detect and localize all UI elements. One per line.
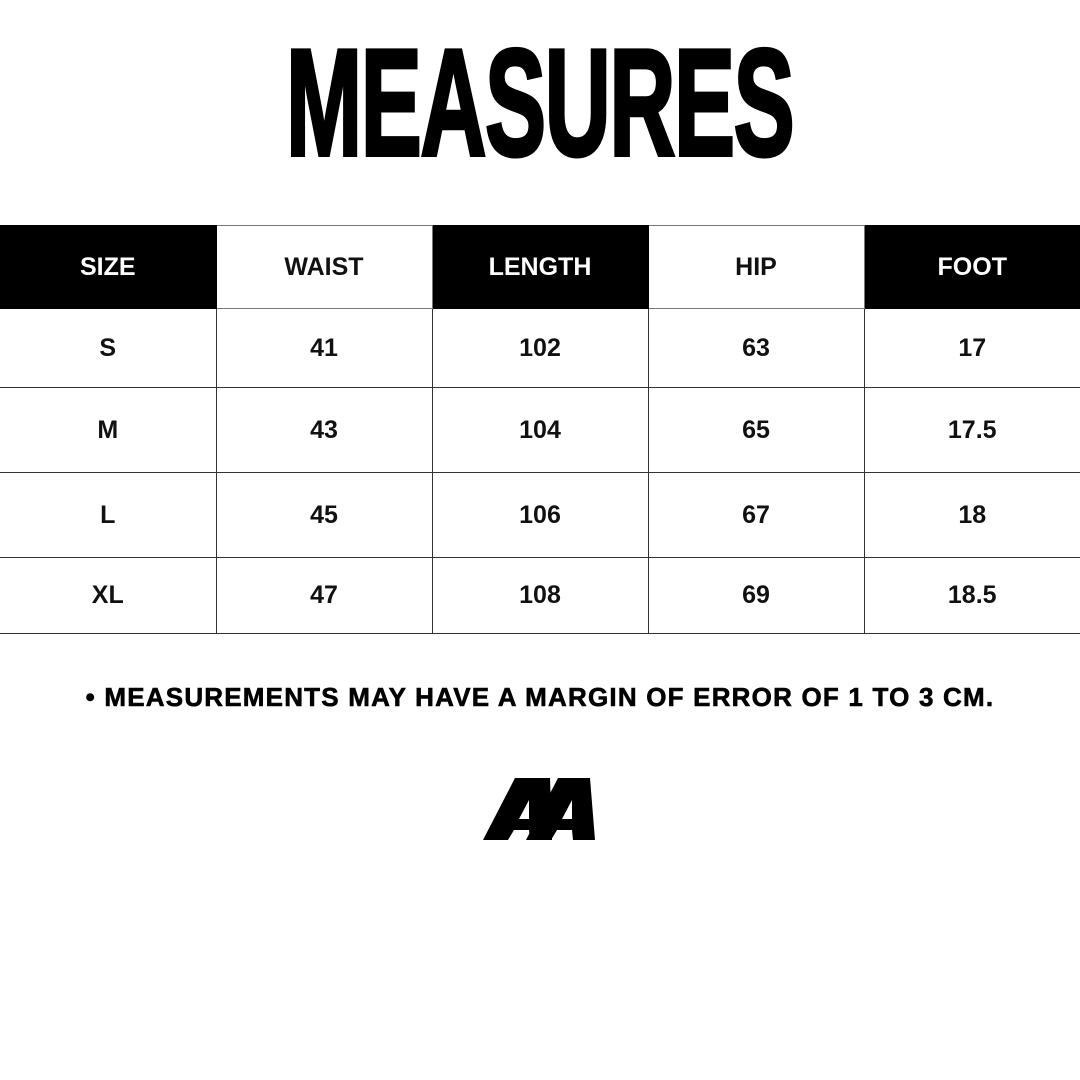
table-row: XL 47 108 69 18.5 xyxy=(0,557,1080,634)
cell-waist: 45 xyxy=(215,472,433,558)
cell-hip: 63 xyxy=(647,308,865,388)
measurement-note: • MEASUREMENTS MAY HAVE A MARGIN OF ERRO… xyxy=(85,682,995,713)
table-row: S 41 102 63 17 xyxy=(0,308,1080,388)
cell-waist: 43 xyxy=(215,387,433,473)
table-row: L 45 106 67 18 xyxy=(0,472,1080,558)
cell-size: S xyxy=(0,308,217,388)
cell-length: 108 xyxy=(431,557,649,634)
cell-waist: 41 xyxy=(215,308,433,388)
cell-foot: 18 xyxy=(863,472,1080,558)
cell-hip: 69 xyxy=(647,557,865,634)
size-chart-table: SIZE WAIST LENGTH HIP FOOT S 41 102 63 1… xyxy=(0,225,1080,634)
cell-size: XL xyxy=(0,557,217,634)
header-hip: HIP xyxy=(647,225,865,309)
cell-length: 106 xyxy=(431,472,649,558)
page-title: MEASURES xyxy=(0,18,1080,188)
header-waist: WAIST xyxy=(215,225,433,309)
table-row: M 43 104 65 17.5 xyxy=(0,387,1080,473)
cell-foot: 18.5 xyxy=(863,557,1080,634)
cell-waist: 47 xyxy=(215,557,433,634)
cell-length: 102 xyxy=(431,308,649,388)
cell-length: 104 xyxy=(431,387,649,473)
header-length: LENGTH xyxy=(431,225,649,309)
cell-hip: 67 xyxy=(647,472,865,558)
aa-logo-icon xyxy=(483,778,595,840)
cell-hip: 65 xyxy=(647,387,865,473)
header-foot: FOOT xyxy=(863,225,1080,309)
cell-foot: 17.5 xyxy=(863,387,1080,473)
cell-size: L xyxy=(0,472,217,558)
page-title-text: MEASURES xyxy=(285,18,796,188)
cell-foot: 17 xyxy=(863,308,1080,388)
header-size: SIZE xyxy=(0,225,217,309)
table-header-row: SIZE WAIST LENGTH HIP FOOT xyxy=(0,225,1080,309)
cell-size: M xyxy=(0,387,217,473)
